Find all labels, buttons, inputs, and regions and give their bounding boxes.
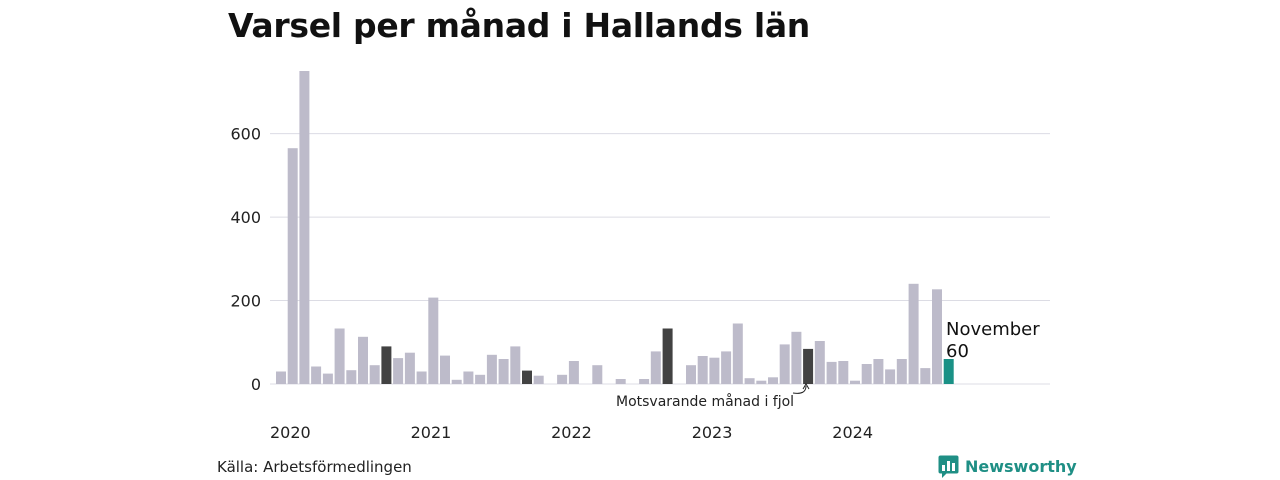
bar: [709, 357, 720, 384]
bar: [463, 371, 474, 384]
bar: [498, 359, 509, 384]
bar: [732, 323, 743, 384]
bar: [615, 379, 626, 384]
x-tick-label: 2020: [270, 423, 311, 442]
bar: [369, 365, 380, 384]
bar: [568, 361, 579, 384]
y-tick-label: 200: [230, 292, 261, 311]
bar: [826, 361, 837, 384]
bar: [451, 379, 462, 384]
bar: [404, 352, 415, 384]
annotation-label: Motsvarande månad i fjol: [616, 393, 794, 410]
bar: [721, 351, 732, 384]
chart-title: Varsel per månad i Hallands län: [228, 6, 810, 45]
bar: [686, 365, 696, 384]
bar: [838, 361, 849, 384]
bar: [932, 289, 942, 384]
bar: [896, 359, 907, 384]
bar: [346, 370, 357, 384]
source-note: Källa: Arbetsförmedlingen: [217, 458, 412, 476]
bar: [850, 380, 860, 384]
bar-current: [943, 359, 954, 384]
bar: [533, 375, 544, 384]
bar: [299, 71, 310, 384]
bar: [768, 377, 778, 384]
bar: [803, 348, 814, 384]
bar: [486, 354, 497, 384]
annotation-arrowhead: [802, 383, 810, 390]
y-tick-label: 0: [251, 375, 261, 394]
bar: [287, 148, 298, 384]
bar: [381, 346, 392, 384]
bar: [744, 378, 755, 384]
x-tick-label: 2021: [411, 423, 452, 442]
bar: [697, 356, 708, 384]
bar: [416, 371, 427, 384]
x-tick-label: 2024: [832, 423, 873, 442]
bar: [311, 366, 322, 384]
current-value-label: 60: [946, 341, 969, 362]
bar: [276, 371, 286, 384]
bar: [873, 359, 884, 384]
newsworthy-logo-icon: [938, 455, 959, 478]
bar: [908, 283, 919, 384]
bar: [662, 328, 673, 384]
bar: [393, 358, 404, 384]
bar: [475, 374, 486, 384]
bar: [334, 328, 345, 384]
bar: [861, 364, 872, 384]
bar: [428, 297, 439, 384]
annotation-arrow: [792, 385, 807, 394]
y-tick-label: 400: [230, 208, 261, 227]
bar: [885, 369, 896, 384]
y-tick-label: 600: [230, 125, 261, 144]
current-month-label: November: [946, 319, 1040, 340]
bar: [557, 374, 568, 384]
brand-logo[interactable]: Newsworthy: [938, 455, 1077, 478]
brand-name: Newsworthy: [965, 457, 1077, 476]
bar: [358, 336, 368, 384]
bar: [920, 368, 931, 384]
bar: [756, 380, 767, 384]
bar: [522, 370, 532, 384]
x-tick-label: 2023: [692, 423, 733, 442]
bar: [440, 355, 450, 384]
bar: [779, 344, 790, 384]
bar: [791, 331, 802, 384]
bar: [639, 379, 650, 384]
bar: [592, 365, 603, 384]
x-tick-label: 2022: [551, 423, 592, 442]
bar: [814, 341, 825, 384]
bar: [510, 346, 521, 384]
bar: [322, 373, 333, 384]
bar: [650, 351, 661, 384]
